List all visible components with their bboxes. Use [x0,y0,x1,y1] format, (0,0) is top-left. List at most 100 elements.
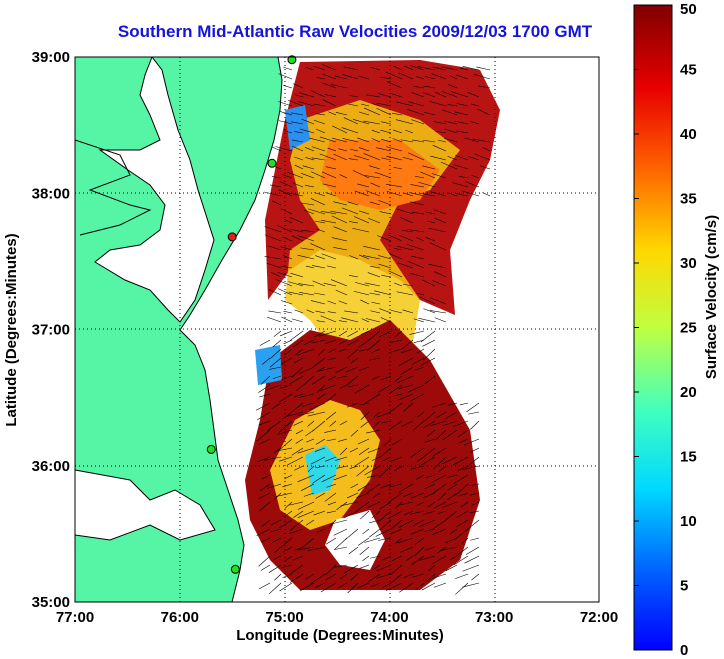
velocity-arrow [335,366,348,374]
velocity-arrow [310,198,326,206]
velocity-arrow [310,243,326,251]
velocity-arrow [284,130,293,134]
velocity-arrow [398,519,414,528]
velocity-arrow [280,246,293,251]
velocity-arrow [432,66,447,71]
velocity-arrow [354,384,370,394]
velocity-arrow [401,348,414,353]
velocity-arrow [381,555,392,561]
map-title: Southern Mid-Atlantic Raw Velocities 200… [117,22,593,41]
velocity-arrow [434,317,447,323]
velocity-arrow [334,546,348,550]
velocity-arrow [297,501,315,510]
velocity-arrow [433,501,447,509]
velocity-arrow [376,235,392,242]
velocity-arrow [388,492,403,503]
velocity-arrow [295,429,304,435]
velocity-arrow [282,483,293,488]
velocity-arrow [422,139,436,143]
velocity-arrow [454,120,469,125]
velocity-arrow [437,510,447,514]
velocity-arrow [434,217,447,224]
velocity-arrow [307,546,326,552]
velocity-arrow [442,91,458,98]
velocity-arrow [325,537,337,545]
velocity-arrow [416,292,425,296]
velocity-arrow [464,137,480,143]
velocity-arrow [292,555,304,561]
velocity-arrow [377,411,392,418]
velocity-arrow [338,300,348,305]
velocity-arrow [300,173,315,179]
velocity-arrow [415,474,425,480]
velocity-arrow [381,138,392,143]
velocity-arrow [446,192,458,197]
velocity-arrow [452,182,469,188]
velocity-arrow [470,103,480,107]
velocity-arrow [353,290,370,296]
velocity-arrow [465,546,480,555]
velocity-arrow [270,348,282,359]
velocity-arrow [385,183,403,188]
velocity-arrow [418,296,436,305]
velocity-arrow [395,537,403,544]
velocity-arrow [301,229,315,233]
velocity-arrow [273,330,282,337]
velocity-arrow [400,546,414,553]
velocity-arrow [335,112,348,116]
velocity-arrow [445,537,458,544]
colorbar-tick-label: 30 [680,255,697,272]
velocity-arrow [378,330,392,338]
velocity-arrow [425,76,436,80]
velocity-arrow [459,67,469,71]
velocity-arrow [450,91,469,98]
velocity-arrow [416,501,425,506]
velocity-arrow [327,501,337,506]
velocity-arrow [421,582,436,591]
velocity-arrow [447,402,458,406]
velocity-arrow [311,146,326,152]
velocity-arrow [278,73,293,80]
velocity-arrow [300,537,315,549]
velocity-arrow [366,474,381,478]
velocity-arrow [329,420,337,427]
velocity-arrow [370,66,381,71]
velocity-arrow [264,226,282,233]
velocity-arrow [457,465,469,471]
x-tick-label: 76:00 [161,609,199,626]
velocity-arrow [257,456,271,463]
velocity-arrow [258,555,271,567]
velocity-arrow [456,74,469,80]
velocity-arrow [458,492,469,497]
velocity-arrow [359,210,370,215]
velocity-arrow [357,582,370,589]
y-tick-label: 35:00 [32,594,70,611]
velocity-arrow [399,217,414,224]
velocity-arrow [298,283,315,287]
velocity-arrow [424,546,436,551]
velocity-arrow [325,339,337,344]
velocity-arrow [469,510,480,514]
velocity-arrow [347,582,359,594]
velocity-arrow [258,582,271,590]
y-tick-label: 38:00 [32,185,70,202]
velocity-arrow [259,483,271,492]
velocity-arrow [396,291,414,296]
velocity-arrow [295,546,304,551]
velocity-arrow [474,153,491,161]
velocity-arrow [432,280,447,287]
velocity-arrow [341,317,359,323]
velocity-arrow [311,375,326,385]
velocity-arrow [416,76,425,80]
velocity-arrow [402,283,414,287]
velocity-arrow [429,310,447,314]
velocity-arrow [468,156,480,161]
velocity-arrow [259,393,271,398]
velocity-arrow [371,138,381,143]
velocity-arrow [409,330,425,335]
velocity-arrow [445,564,458,572]
velocity-arrow [360,510,370,520]
velocity-arrow [424,438,436,443]
velocity-arrow [393,166,403,170]
velocity-arrow [269,357,282,368]
